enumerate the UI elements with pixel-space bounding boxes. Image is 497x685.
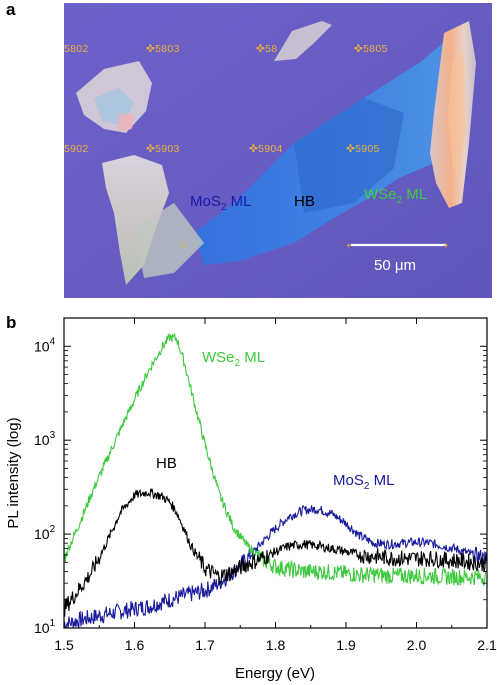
x-tick-label: 1.6	[125, 637, 145, 653]
marker-5904: ✜5904	[249, 143, 283, 155]
series-line-hb	[63, 488, 488, 617]
svg-text:+: +	[346, 241, 352, 252]
labels-layer: 1.5 1.6 1.7 1.8 1.9 2.0 2.1 101 102 103 104 WSe2 ML…	[34, 336, 497, 653]
hb-label: HB	[294, 193, 315, 210]
series-label-mos2: MoS2 ML	[333, 472, 394, 492]
x-tick-label: 1.8	[266, 637, 286, 653]
marker-5902: 5902	[64, 143, 89, 155]
micrograph-image: + + +	[64, 3, 492, 298]
x-tick-label: 1.5	[54, 637, 74, 653]
svg-text:+: +	[180, 241, 186, 252]
scale-bar-label: 50 μm	[374, 257, 416, 274]
x-axis-title: Energy (eV)	[235, 665, 315, 682]
optical-micrograph: + + + 5802 ✜5803 ✜58 ✜5805 5902 ✜5903 ✜5…	[64, 3, 492, 298]
heterobilayer-region	[294, 98, 404, 213]
y-tick-label: 101	[34, 618, 56, 636]
marker-58: ✜58	[256, 43, 278, 55]
svg-text:+: +	[443, 241, 449, 252]
panel-a-letter: a	[6, 0, 16, 19]
x-tick-label: 2.1	[477, 637, 497, 653]
x-tick-label: 1.7	[195, 637, 215, 653]
marker-5805: ✜5805	[354, 43, 388, 55]
mos2-ml-label: MoS2 ML	[190, 193, 252, 213]
panel-b-letter: b	[6, 313, 17, 332]
pl-spectrum-chart: 1.5 1.6 1.7 1.8 1.9 2.0 2.1 101 102 103 104 WSe2 ML…	[5, 317, 497, 682]
y-tick-label: 102	[34, 524, 56, 542]
top-small-flake	[274, 21, 332, 61]
left-lower-flake	[102, 155, 169, 285]
series-label-wse2: WSe2 ML	[202, 349, 265, 369]
x-tick-label: 1.9	[336, 637, 356, 653]
y-tick-label: 103	[34, 430, 56, 448]
series-label-hb: HB	[156, 455, 177, 472]
y-tick-label: 104	[34, 336, 56, 354]
marker-5802: 5802	[64, 43, 89, 55]
y-axis-title: PL intensity (log)	[5, 417, 22, 528]
wse2-ml-label: WSe2 ML	[364, 186, 428, 206]
marker-5903: ✜5903	[146, 143, 180, 155]
marker-5905: ✜5905	[346, 143, 380, 155]
series-layer	[63, 332, 488, 629]
series-line-wse2	[63, 332, 488, 586]
series-line-mos2	[63, 504, 488, 629]
x-tick-label: 2.0	[407, 637, 427, 653]
ticks-layer	[63, 317, 488, 629]
marker-5803: ✜5803	[146, 43, 180, 55]
